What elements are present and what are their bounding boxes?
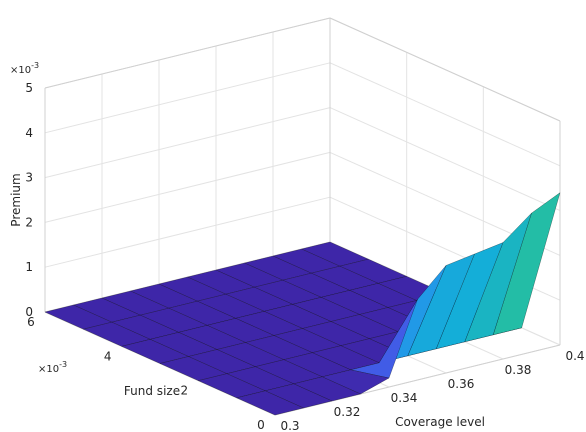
x-tick-label: 0.36 bbox=[448, 377, 475, 391]
z-tick-label: 0 bbox=[25, 305, 33, 319]
x-axis-label: Coverage level bbox=[395, 415, 485, 429]
x-tick-label: 0.38 bbox=[505, 363, 532, 377]
z-tick-label: 3 bbox=[25, 171, 33, 185]
y-tick-label: 0 bbox=[257, 418, 265, 432]
z-tick-label: 2 bbox=[25, 215, 33, 229]
y-multiplier-base: ×10 bbox=[38, 364, 59, 375]
grid-line bbox=[329, 62, 561, 167]
y-tick-label: 2 bbox=[181, 384, 189, 398]
x-tick-label: 0.3 bbox=[280, 419, 299, 432]
y-multiplier-exponent: -3 bbox=[59, 360, 67, 369]
grid-line bbox=[44, 62, 331, 134]
grid-line bbox=[329, 107, 561, 212]
y-tick-label: 4 bbox=[104, 349, 112, 363]
axis-box-edge bbox=[329, 17, 561, 122]
x-tick-label: 0.4 bbox=[565, 349, 584, 363]
grid-line bbox=[44, 196, 331, 268]
z-tick-label: 1 bbox=[25, 260, 33, 274]
z-axis-label: Premium bbox=[9, 173, 23, 226]
axis-box-edge bbox=[44, 17, 331, 89]
z-multiplier-base: ×10 bbox=[10, 65, 31, 76]
z-multiplier-exponent: -3 bbox=[31, 61, 39, 70]
grid-line bbox=[44, 107, 331, 179]
grid-line bbox=[44, 151, 331, 223]
y-tick-label: 6 bbox=[27, 315, 35, 329]
z-tick-label: 4 bbox=[25, 126, 33, 140]
x-tick-label: 0.32 bbox=[334, 405, 361, 419]
x-tick-label: 0.34 bbox=[391, 391, 418, 405]
y-axis-label: Fund size bbox=[124, 384, 180, 398]
z-tick-label: 5 bbox=[25, 81, 33, 95]
z-multiplier: ×10-3 bbox=[10, 61, 39, 76]
surface-patch bbox=[236, 390, 305, 416]
y-multiplier: ×10-3 bbox=[38, 360, 67, 375]
